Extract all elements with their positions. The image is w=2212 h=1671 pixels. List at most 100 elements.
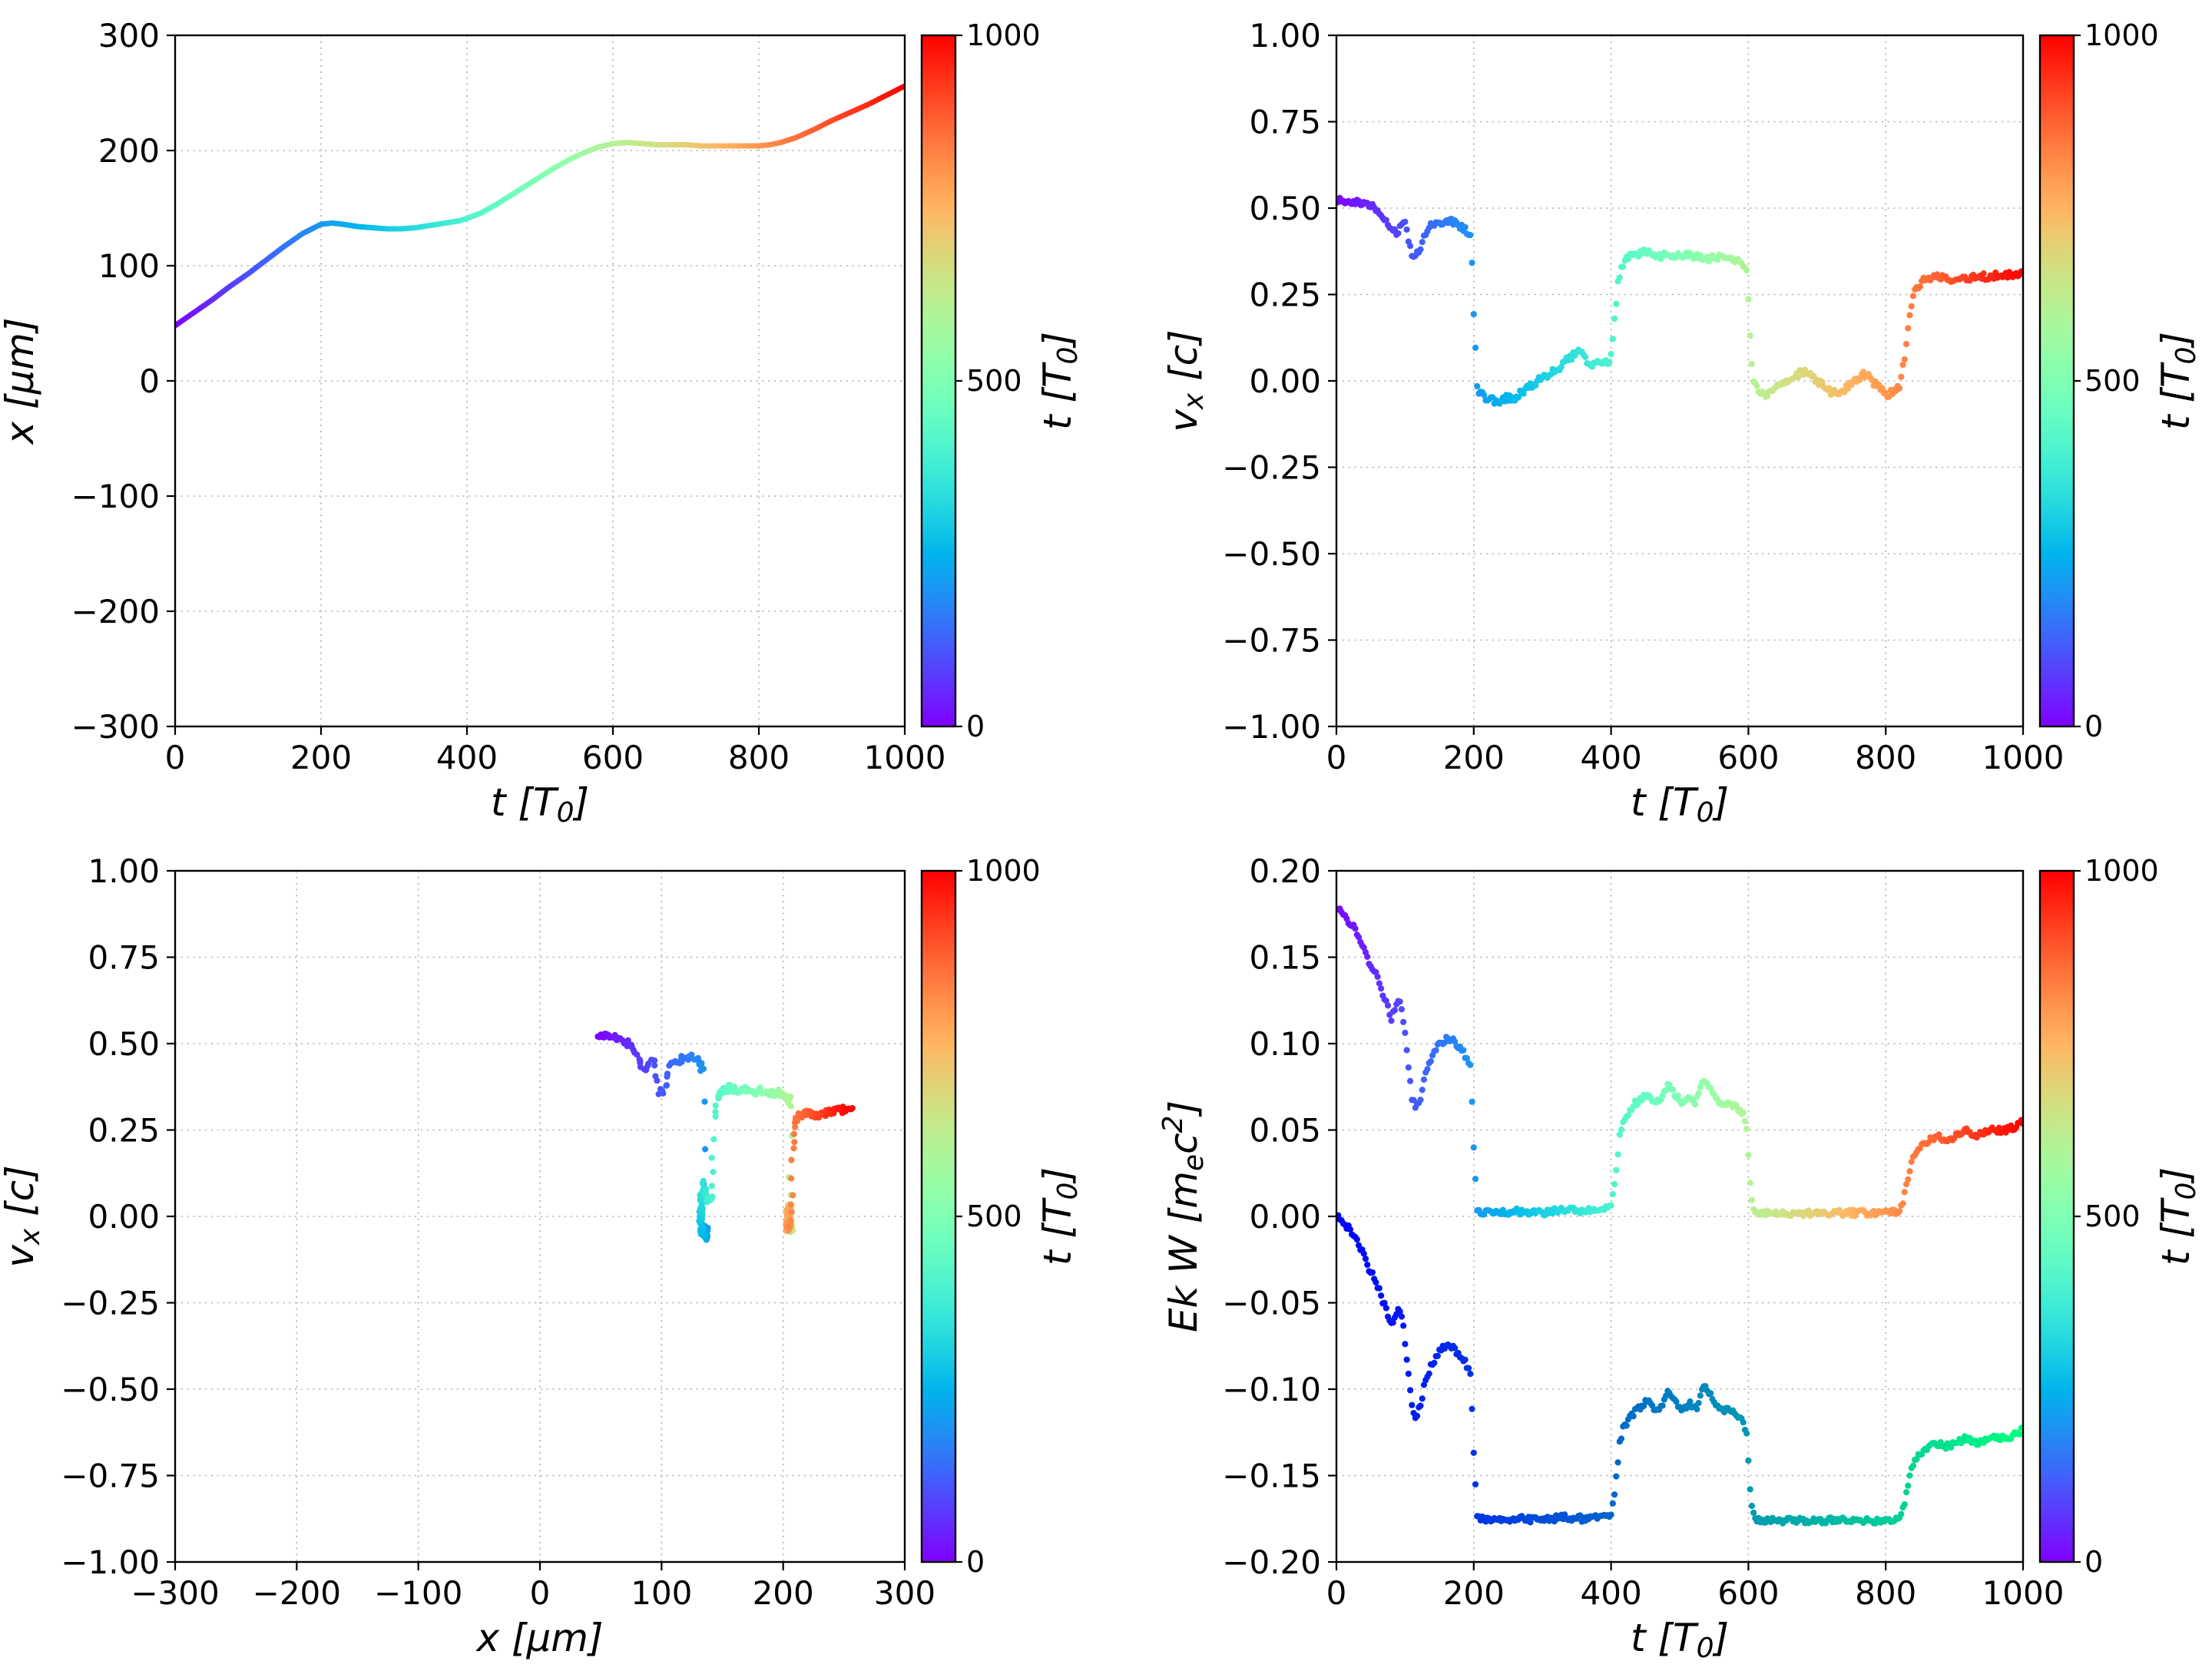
panel-x-vs-t: 0 200 400 600 800 1000 −300 −200 −100 0 100 200 300 t…	[0, 0, 1106, 836]
x-tick-label: 200	[1443, 1574, 1505, 1612]
axes: 0 200 400 600 800 1000 −1.00 −0.75 −0.50 −0.25 0.0…	[1222, 17, 2064, 776]
colorbar-label: t [T0]	[2154, 332, 2202, 430]
colorbar-label: t [T0]	[1035, 1167, 1084, 1266]
x-tick-label: 400	[1581, 1574, 1642, 1612]
data-series	[594, 1030, 856, 1243]
y-tick-label: 300	[98, 17, 160, 55]
x-tick-label: 800	[1855, 739, 1916, 776]
y-tick-label: 0.25	[1249, 276, 1321, 314]
colorbar-tick-label: 500	[2085, 1199, 2141, 1233]
x-axis-label: t [T0]	[1631, 780, 1729, 829]
x-tick-label: 200	[753, 1574, 814, 1612]
x-axis-label: t [T0]	[491, 780, 589, 829]
colorbar-tick-label: 1000	[966, 854, 1041, 888]
y-tick-label: 0.00	[1249, 362, 1321, 400]
y-tick-label: −200	[71, 593, 160, 630]
colorbar-tick-label: 0	[966, 1545, 985, 1579]
data-series	[1336, 905, 2023, 1527]
x-tick-label: 600	[1717, 1574, 1779, 1612]
colorbar: 0 500 1000	[2038, 18, 2159, 743]
x-tick-label: 300	[874, 1574, 935, 1612]
colorbar-tick-label: 0	[2085, 1545, 2103, 1579]
colorbar-tick-label: 1000	[966, 18, 1041, 52]
gridlines	[1336, 35, 2024, 727]
x-tick-label: 1000	[864, 739, 946, 776]
colorbar-tick-label: 500	[2085, 364, 2141, 398]
colorbar: 0 500 1000	[2038, 854, 2159, 1579]
panel-vx-vs-t: 0 200 400 600 800 1000 −1.00 −0.75 −0.50 −0.25 0.0…	[1106, 0, 2212, 836]
y-axis-label: vx [c]	[1161, 329, 1210, 432]
y-tick-label: −100	[71, 478, 160, 515]
y-tick-label: 1.00	[88, 852, 160, 890]
axes: 0 200 400 600 800 1000 −0.20 −0.15 −0.10 −0.05 0.0…	[1222, 852, 2064, 1612]
series-0	[594, 1030, 856, 1243]
x-tick-label: 100	[631, 1574, 692, 1612]
axes: 0 200 400 600 800 1000 −300 −200 −100 0 100 200 300	[71, 17, 946, 776]
chart-vx_vs_x: −300 −200 −100 0 100 200 300 −1.00 −0.75 −0.50 −0.…	[0, 852, 1084, 1660]
y-tick-label: 0.20	[1249, 852, 1321, 890]
x-tick-label: 0	[1326, 739, 1347, 776]
x-tick-label: 200	[290, 739, 352, 776]
data-series	[1336, 194, 2023, 407]
data-series	[175, 83, 905, 329]
y-tick-label: −0.50	[1222, 535, 1321, 573]
y-axis-label: vx [c]	[0, 1165, 46, 1267]
y-tick-label: −300	[71, 708, 160, 746]
x-tick-label: 600	[1717, 739, 1779, 776]
y-tick-label: 0.25	[88, 1112, 160, 1150]
chart-vx_vs_t: 0 200 400 600 800 1000 −1.00 −0.75 −0.50 −0.25 0.0…	[1161, 17, 2202, 829]
y-tick-label: −1.00	[1222, 708, 1321, 746]
series-0	[175, 83, 905, 329]
series-0	[1336, 194, 2023, 407]
x-tick-label: 800	[1855, 1574, 1916, 1612]
colorbar-tick-label: 0	[966, 710, 985, 743]
y-tick-label: 100	[98, 247, 160, 285]
x-tick-label: −300	[131, 1574, 219, 1612]
colorbar: 0 500 1000	[920, 854, 1041, 1579]
colorbar-label: t [T0]	[2154, 1167, 2202, 1266]
y-tick-label: 0.00	[88, 1198, 160, 1236]
y-tick-label: 0.75	[1249, 104, 1321, 141]
chart-x_vs_t: 0 200 400 600 800 1000 −300 −200 −100 0 100 200 300 t…	[0, 17, 1084, 829]
colorbar-label: t [T0]	[1035, 332, 1084, 430]
y-tick-label: −0.25	[1222, 449, 1321, 487]
y-tick-label: −0.15	[1222, 1458, 1321, 1495]
y-tick-label: 0.50	[1249, 190, 1321, 227]
colorbar: 0 500 1000	[920, 18, 1041, 743]
colorbar-tick-label: 0	[2085, 710, 2103, 743]
y-tick-label: 0.50	[88, 1025, 160, 1063]
colorbar-tick-label: 500	[966, 364, 1022, 398]
x-tick-label: 400	[436, 739, 498, 776]
y-tick-label: −1.00	[61, 1544, 160, 1581]
series-0	[1336, 905, 2023, 1219]
y-tick-label: 0.05	[1249, 1112, 1321, 1150]
y-axis-label: x [μm]	[0, 317, 42, 445]
x-tick-label: 1000	[1982, 1574, 2065, 1612]
panel-ekw-vs-t: 0 200 400 600 800 1000 −0.20 −0.15 −0.10 −0.05 0.0…	[1106, 836, 2212, 1671]
y-tick-label: −0.25	[61, 1285, 160, 1322]
x-tick-label: 800	[728, 739, 790, 776]
y-tick-label: 0.10	[1249, 1025, 1321, 1063]
y-tick-label: −0.75	[1222, 622, 1321, 660]
colorbar-tick-label: 1000	[2085, 854, 2159, 888]
x-tick-label: 200	[1443, 739, 1505, 776]
axes: −300 −200 −100 0 100 200 300 −1.00 −0.75 −0.50 −0.…	[61, 852, 935, 1612]
x-tick-label: 1000	[1982, 739, 2065, 776]
gridlines	[174, 870, 906, 1563]
y-tick-label: 0	[139, 362, 160, 400]
y-tick-label: 0.00	[1249, 1198, 1321, 1236]
x-tick-label: 600	[582, 739, 644, 776]
y-tick-label: −0.05	[1222, 1285, 1321, 1322]
x-tick-label: 0	[165, 739, 186, 776]
panel-vx-vs-x: −300 −200 −100 0 100 200 300 −1.00 −0.75 −0.50 −0.…	[0, 836, 1106, 1671]
x-tick-label: 400	[1581, 739, 1642, 776]
x-tick-label: −100	[374, 1574, 462, 1612]
y-axis-label: Ek W [mec2]	[1157, 1100, 1210, 1332]
chart-ekw_vs_t: 0 200 400 600 800 1000 −0.20 −0.15 −0.10 −0.05 0.0…	[1157, 852, 2202, 1664]
x-axis-label: t [T0]	[1631, 1616, 1729, 1664]
x-tick-label: −200	[253, 1574, 341, 1612]
x-tick-label: 0	[1326, 1574, 1347, 1612]
colorbar-tick-label: 500	[966, 1199, 1022, 1233]
y-tick-label: 0.75	[88, 939, 160, 977]
